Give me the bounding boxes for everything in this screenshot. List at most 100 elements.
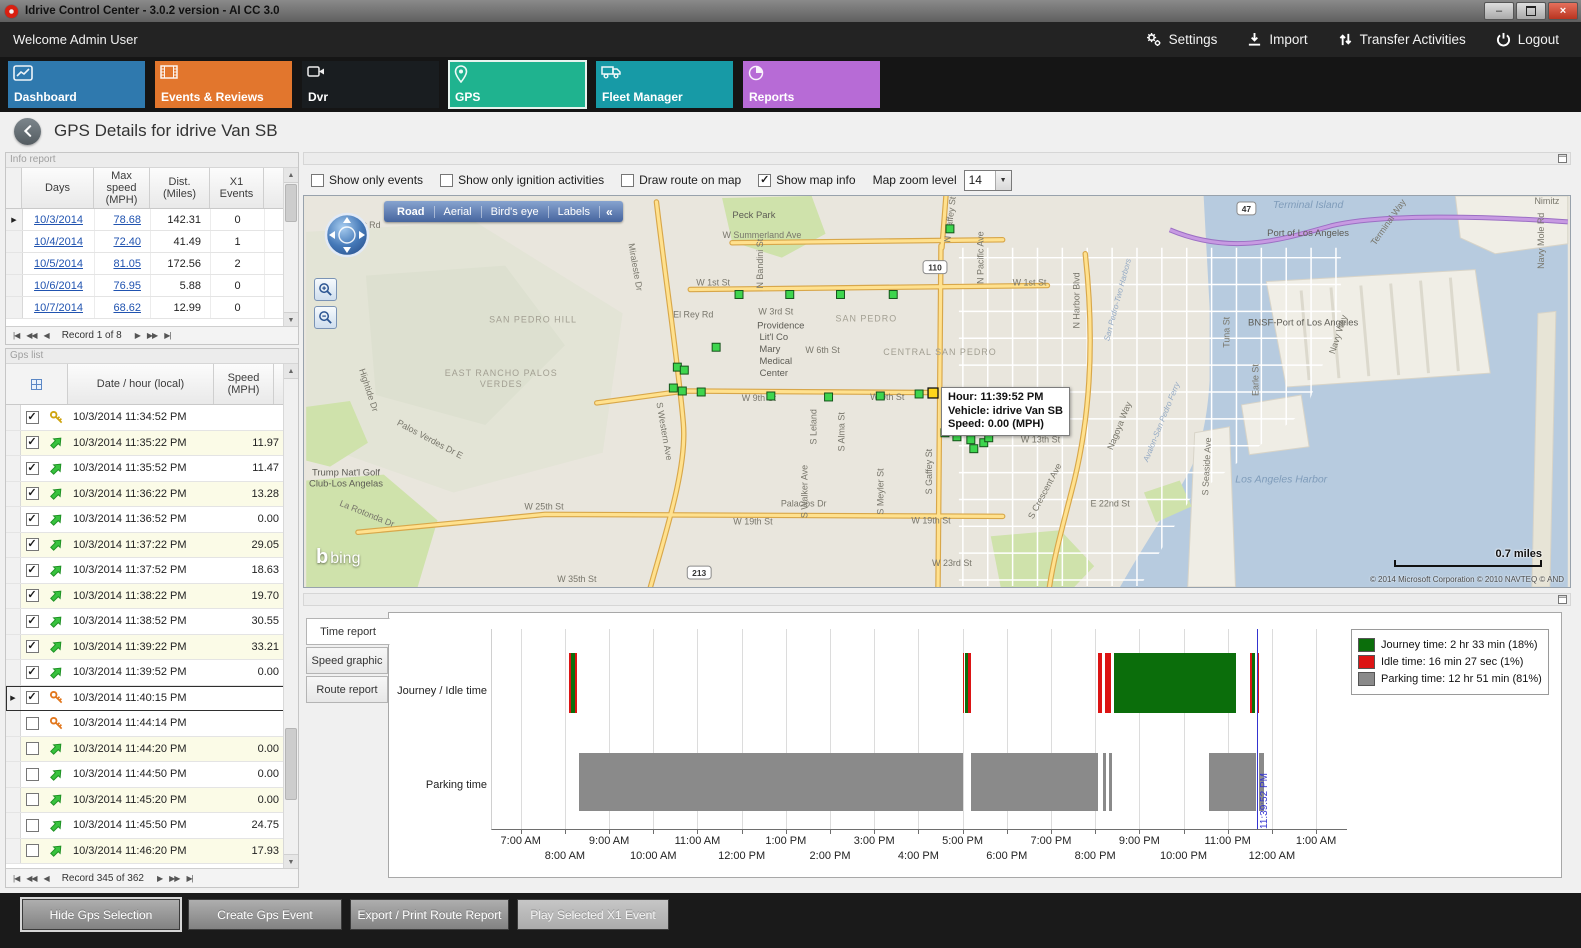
gps-row-checkbox[interactable]: ✓ [25, 640, 39, 654]
idle-bar[interactable] [1098, 653, 1103, 713]
back-button[interactable] [14, 117, 41, 145]
minimize-button[interactable]: – [1484, 2, 1514, 20]
gps-row[interactable]: ✓ 10/3/2014 11:36:52 PM 0.00 [6, 507, 298, 533]
gps-marker[interactable] [824, 392, 834, 402]
gps-row[interactable]: ✓ 10/3/2014 11:38:52 PM 30.55 [6, 609, 298, 635]
scroll-up-icon[interactable]: ▲ [284, 364, 298, 379]
max-speed-link[interactable]: 78.68 [113, 213, 141, 226]
gps-row[interactable]: ✓ 10/3/2014 11:35:22 PM 11.97 [6, 430, 298, 456]
chart-tab-speed-graphic[interactable]: Speed graphic [306, 647, 388, 674]
scrollbar-thumb[interactable] [285, 727, 297, 800]
topbar-action-logout[interactable]: Logout [1496, 32, 1559, 47]
checkbox[interactable] [311, 173, 324, 187]
max-speed-link[interactable]: 72.40 [113, 235, 141, 248]
map-option-3[interactable]: ✓ Show map info [758, 173, 856, 187]
gps-row[interactable]: 10/3/2014 11:44:14 PM [6, 711, 298, 737]
map-option-1[interactable]: Show only ignition activities [440, 173, 604, 187]
gps-row-checkbox[interactable]: ✓ [25, 563, 39, 577]
journey-bar[interactable] [964, 653, 969, 713]
col-speed[interactable]: Speed (MPH) [214, 364, 274, 404]
gps-row[interactable]: 10/3/2014 11:45:50 PM 24.75 [6, 813, 298, 839]
nav-tab-events-reviews[interactable]: Events & Reviews [155, 61, 292, 108]
max-speed-link[interactable]: 68.62 [113, 301, 141, 314]
map-view-aerial[interactable]: Aerial [435, 205, 482, 218]
gps-marker[interactable] [888, 290, 898, 299]
day-link[interactable]: 10/5/2014 [34, 257, 83, 270]
gps-row-checkbox[interactable]: ✓ [25, 691, 39, 705]
pager-button[interactable]: |◀ [13, 873, 20, 883]
gps-row[interactable]: ✓ 10/3/2014 11:34:52 PM [6, 405, 298, 431]
select-all-cell[interactable] [6, 364, 68, 404]
gps-row-checkbox[interactable]: ✓ [25, 436, 39, 450]
idle-bar[interactable] [569, 653, 572, 713]
gps-marker[interactable] [914, 389, 924, 399]
scroll-down-icon[interactable]: ▼ [284, 312, 298, 327]
col-date-hour[interactable]: Date / hour (local) [68, 364, 214, 404]
gps-row-checkbox[interactable]: ✓ [25, 665, 39, 679]
checkbox[interactable] [621, 173, 635, 187]
idle-bar[interactable] [1104, 653, 1111, 713]
gps-row-checkbox[interactable]: ✓ [25, 538, 39, 552]
journey-bar[interactable] [1113, 653, 1236, 713]
selected-gps-marker[interactable] [927, 387, 939, 399]
zoom-in-button[interactable] [314, 278, 337, 301]
journey-bar[interactable] [571, 653, 576, 713]
gps-marker[interactable] [734, 290, 744, 299]
pager-button[interactable]: ▶| [186, 873, 193, 883]
idle-bar[interactable] [575, 653, 578, 713]
gps-marker[interactable] [677, 386, 687, 396]
chart-tab-route-report[interactable]: Route report [306, 676, 388, 703]
gps-row[interactable]: 10/3/2014 11:44:20 PM 0.00 [6, 736, 298, 762]
nav-tab-reports[interactable]: Reports [743, 61, 880, 108]
maximize-map-panel-button[interactable] [1558, 154, 1567, 163]
gps-row[interactable]: 10/3/2014 11:45:20 PM 0.00 [6, 787, 298, 813]
gps-marker[interactable] [766, 391, 776, 401]
pager-button[interactable]: ◀◀ [26, 873, 37, 883]
gps-row[interactable]: ✓ 10/3/2014 11:35:52 PM 11.47 [6, 456, 298, 482]
max-speed-link[interactable]: 81.05 [113, 257, 141, 270]
checkbox[interactable] [440, 173, 454, 187]
gps-marker[interactable] [875, 391, 885, 401]
gps-row[interactable]: ✓ 10/3/2014 11:39:22 PM 33.21 [6, 634, 298, 660]
pager-button[interactable]: |◀ [13, 331, 20, 340]
pager-button[interactable]: ◀◀ [26, 331, 37, 340]
gps-row[interactable]: ✓ 10/3/2014 11:37:52 PM 18.63 [6, 558, 298, 584]
gps-row[interactable]: ✓ 10/3/2014 11:39:52 PM 0.00 [6, 660, 298, 686]
info-report-row[interactable]: 10/6/2014 76.95 5.88 0 [6, 275, 298, 297]
gps-row[interactable]: ✓ 10/3/2014 11:37:22 PM 29.05 [6, 532, 298, 558]
map-option-0[interactable]: Show only events [311, 173, 423, 187]
map-view-road[interactable]: Road [388, 205, 435, 218]
map-view-labels[interactable]: Labels [549, 205, 600, 218]
info-report-scrollbar[interactable]: ▲ ▼ [283, 168, 298, 327]
gps-row-checkbox[interactable] [25, 818, 39, 832]
gps-marker[interactable] [979, 438, 989, 448]
col-x1-events[interactable]: X1 Events [210, 168, 264, 208]
gps-marker[interactable] [711, 342, 721, 352]
parking-bar[interactable] [971, 753, 1098, 811]
journey-bar[interactable] [1252, 653, 1256, 713]
idle-bar[interactable] [962, 653, 965, 713]
scroll-up-icon[interactable]: ▲ [284, 168, 298, 183]
col-dist[interactable]: Dist. (Miles) [150, 168, 210, 208]
gps-marker[interactable] [945, 224, 955, 234]
gps-marker[interactable] [668, 383, 678, 393]
map-option-2[interactable]: Draw route on map [621, 173, 741, 187]
nav-tab-gps[interactable]: GPS [448, 60, 587, 109]
day-link[interactable]: 10/6/2014 [34, 279, 83, 292]
zoom-out-button[interactable] [314, 306, 337, 329]
gps-marker[interactable] [969, 444, 979, 454]
gps-row[interactable]: ✓ 10/3/2014 11:38:22 PM 19.70 [6, 583, 298, 609]
pager-button[interactable]: ▶ [156, 873, 163, 883]
gps-row-checkbox[interactable] [25, 844, 39, 858]
map-zoom-select[interactable]: 14 ▼ [963, 169, 1012, 191]
parking-bar[interactable] [1258, 753, 1264, 811]
topbar-action-transfer-activities[interactable]: Transfer Activities [1338, 32, 1466, 47]
pager-button[interactable]: ◀ [43, 331, 50, 340]
hide-gps-selection-button[interactable]: Hide Gps Selection [22, 899, 180, 930]
day-link[interactable]: 10/7/2014 [34, 301, 83, 314]
collapse-map-bar-button[interactable]: « [606, 204, 613, 219]
gps-marker[interactable] [836, 290, 845, 299]
day-link[interactable]: 10/4/2014 [34, 235, 83, 248]
gps-marker[interactable] [966, 435, 976, 445]
